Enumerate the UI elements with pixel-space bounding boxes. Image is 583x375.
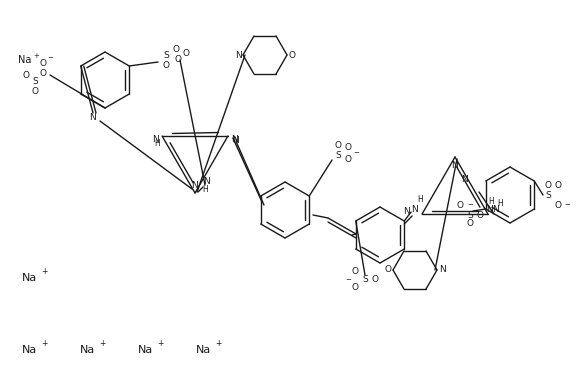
Text: O: O <box>163 60 170 69</box>
Text: O: O <box>174 54 181 63</box>
Text: H: H <box>417 195 423 204</box>
Text: O: O <box>345 142 352 152</box>
Text: N: N <box>461 176 468 184</box>
Text: O: O <box>182 50 189 58</box>
Text: −: − <box>47 55 53 61</box>
Text: S: S <box>163 51 169 60</box>
Text: N: N <box>487 206 493 214</box>
Text: H: H <box>202 186 208 195</box>
Text: N: N <box>493 206 499 214</box>
Text: N: N <box>90 114 96 123</box>
Text: O: O <box>40 69 47 78</box>
Text: Na: Na <box>138 345 153 355</box>
Text: S: S <box>362 276 368 285</box>
Text: O: O <box>345 154 352 164</box>
Text: O: O <box>476 210 483 219</box>
Text: O: O <box>23 72 30 81</box>
Text: O: O <box>352 267 359 276</box>
Text: O: O <box>554 180 561 189</box>
Text: O: O <box>371 276 378 285</box>
Text: O: O <box>40 58 47 68</box>
Text: +: + <box>33 53 39 59</box>
Text: N: N <box>233 136 239 146</box>
Text: N: N <box>410 206 417 214</box>
Text: O: O <box>335 141 342 150</box>
Text: +: + <box>99 339 105 348</box>
Text: −: − <box>564 202 570 208</box>
Text: N: N <box>192 182 198 190</box>
Text: H: H <box>497 200 503 208</box>
Text: Na: Na <box>18 55 31 65</box>
Text: N: N <box>452 160 458 170</box>
Text: O: O <box>545 180 552 189</box>
Text: S: S <box>32 76 38 86</box>
Text: O: O <box>554 201 561 210</box>
Text: Na: Na <box>80 345 95 355</box>
Text: S: S <box>467 210 473 219</box>
Text: −: − <box>353 150 359 156</box>
Text: S: S <box>545 190 551 200</box>
Text: −: − <box>467 202 473 208</box>
Text: N: N <box>234 51 241 60</box>
Text: N: N <box>438 266 445 274</box>
Text: O: O <box>289 51 296 60</box>
Text: +: + <box>41 267 47 276</box>
Text: Na: Na <box>22 345 37 355</box>
Text: O: O <box>352 284 359 292</box>
Text: H: H <box>154 140 160 148</box>
Text: +: + <box>41 339 47 348</box>
Text: +: + <box>215 339 221 348</box>
Text: O: O <box>456 201 463 210</box>
Text: −: − <box>345 277 351 283</box>
Text: H: H <box>488 198 494 207</box>
Text: N: N <box>231 135 238 144</box>
Text: S: S <box>335 150 341 159</box>
Text: N: N <box>152 135 159 144</box>
Text: Na: Na <box>196 345 211 355</box>
Text: O: O <box>466 219 473 228</box>
Text: +: + <box>157 339 163 348</box>
Text: O: O <box>31 87 38 96</box>
Text: N: N <box>403 207 409 216</box>
Text: Na: Na <box>22 273 37 283</box>
Text: O: O <box>385 266 392 274</box>
Text: O: O <box>173 45 180 54</box>
Text: N: N <box>203 177 210 186</box>
